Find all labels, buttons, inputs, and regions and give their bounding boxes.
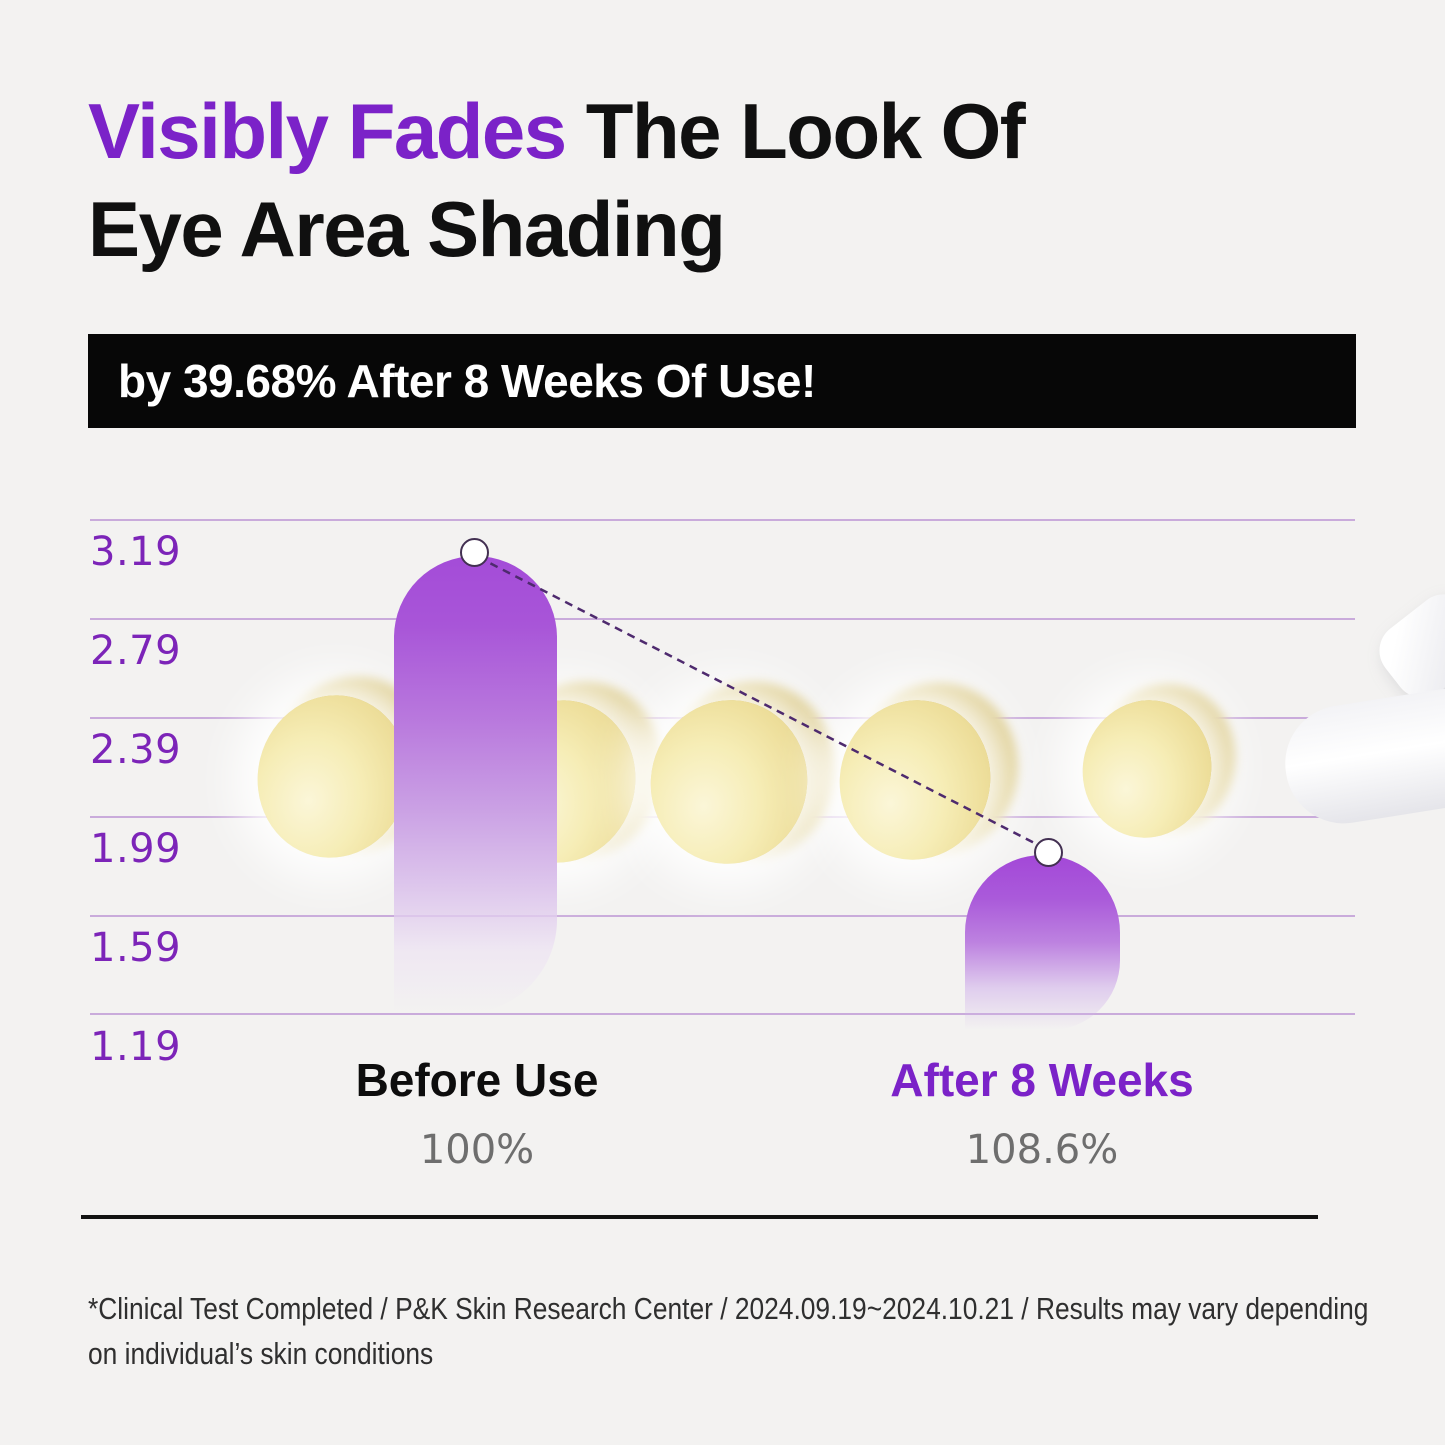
footnote-line2: on individual’s skin conditions xyxy=(88,1336,434,1371)
page-title-line1: Visibly Fades The Look Of xyxy=(88,82,1026,180)
category-label-before: Before Use xyxy=(355,1054,599,1106)
product-swatch-blob xyxy=(822,665,1036,876)
data-marker-after xyxy=(1034,838,1063,867)
data-marker-before xyxy=(460,538,489,567)
bar-after-8-weeks xyxy=(965,855,1120,1030)
title-highlight: Visibly Fades xyxy=(88,87,567,175)
percent-label-before: 100% xyxy=(419,1127,535,1173)
applicator-tip xyxy=(1276,686,1445,832)
bar-before-use xyxy=(394,556,557,1014)
gridline xyxy=(90,1013,1355,1015)
footnote-text: *Clinical Test Completed / P&K Skin Rese… xyxy=(88,1286,1414,1376)
gridline xyxy=(90,618,1355,620)
percent-label-after: 108.6% xyxy=(965,1127,1119,1173)
category-label-after: After 8 Weeks xyxy=(890,1054,1194,1106)
title-rest: The Look Of xyxy=(565,87,1026,175)
y-tick-label: 1.19 xyxy=(90,1024,182,1070)
footnote-divider xyxy=(81,1215,1318,1219)
product-swatch-blob xyxy=(1068,670,1251,852)
y-tick-label: 1.99 xyxy=(90,826,182,872)
page-title: Visibly Fades The Look Of Eye Area Shadi… xyxy=(88,82,1026,278)
gridline xyxy=(90,915,1355,917)
gridline xyxy=(90,519,1355,521)
y-tick-label: 3.19 xyxy=(90,529,182,575)
y-tick-label: 2.79 xyxy=(90,628,182,674)
footnote-line1: *Clinical Test Completed / P&K Skin Rese… xyxy=(88,1291,1369,1326)
page-title-line2: Eye Area Shading xyxy=(88,185,726,273)
product-swatch-blob xyxy=(633,664,854,881)
claim-banner: by 39.68% After 8 Weeks Of Use! xyxy=(88,334,1356,428)
y-tick-label: 1.59 xyxy=(90,925,182,971)
y-tick-label: 2.39 xyxy=(90,727,182,773)
